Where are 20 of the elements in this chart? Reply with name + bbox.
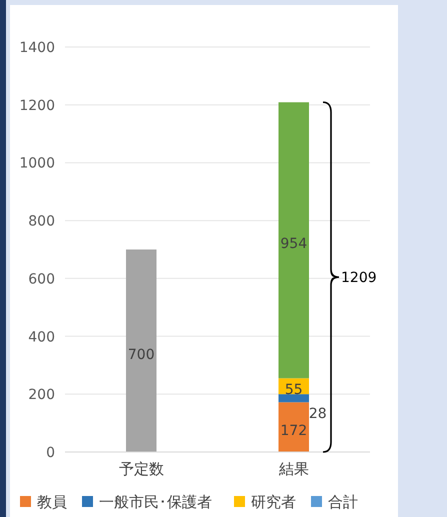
x-tick-label: 予定数 [118, 460, 164, 478]
y-tick-label: 1000 [19, 156, 55, 172]
y-tick-label: 1200 [19, 98, 55, 114]
y-tick-label: 600 [28, 271, 55, 288]
data-label: 172 [280, 423, 308, 440]
data-label: 28 [308, 406, 327, 422]
legend-label: 研究者 [251, 493, 296, 511]
data-label: 700 [128, 346, 155, 363]
y-tick-label: 400 [28, 329, 55, 346]
legend-label: 合計 [328, 493, 358, 511]
y-tick-label: 1400 [19, 40, 55, 56]
y-tick-label: 0 [46, 445, 55, 461]
x-tick-label: 結果 [278, 460, 309, 478]
y-tick-label: 800 [28, 214, 55, 230]
data-label: 55 [284, 382, 303, 398]
y-tick-label: 200 [28, 387, 55, 404]
data-label: 954 [280, 236, 308, 252]
legend-label: 一般市民･保護者 [99, 493, 212, 511]
legend-label: 教員 [37, 493, 67, 511]
annotation: 1209 [341, 270, 377, 286]
